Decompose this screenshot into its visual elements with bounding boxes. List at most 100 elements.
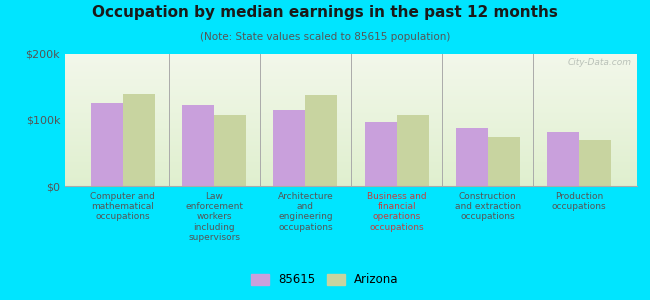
Bar	[65, 113, 637, 115]
Bar	[65, 120, 637, 121]
Bar	[65, 71, 637, 73]
Bar	[65, 179, 637, 181]
Bar	[65, 149, 637, 150]
Bar	[65, 127, 637, 128]
Bar	[65, 176, 637, 177]
Bar	[65, 67, 637, 68]
Bar	[65, 156, 637, 157]
Bar	[123, 94, 155, 186]
Legend: 85615, Arizona: 85615, Arizona	[246, 269, 404, 291]
Bar	[65, 62, 637, 63]
Bar	[65, 154, 637, 156]
Bar	[65, 161, 637, 162]
Bar	[65, 73, 637, 74]
Bar	[65, 70, 637, 71]
Bar	[65, 182, 637, 183]
Bar	[65, 55, 637, 57]
Bar	[65, 167, 637, 169]
Bar	[65, 108, 637, 110]
Bar	[65, 116, 637, 117]
Bar	[65, 123, 637, 124]
Bar	[65, 169, 637, 170]
Bar	[65, 83, 637, 84]
Bar	[65, 137, 637, 139]
Bar	[65, 164, 637, 165]
Bar	[65, 87, 637, 88]
Bar	[65, 157, 637, 158]
Bar	[65, 117, 637, 119]
Bar	[65, 58, 637, 59]
Bar	[65, 106, 637, 107]
Bar	[65, 91, 637, 92]
Bar	[365, 122, 396, 186]
Bar	[65, 181, 637, 182]
Bar	[65, 75, 637, 76]
Bar	[65, 78, 637, 79]
Bar	[65, 141, 637, 142]
Bar	[65, 100, 637, 101]
Bar	[65, 174, 637, 176]
Bar	[65, 170, 637, 172]
Bar	[65, 136, 637, 137]
Bar	[396, 116, 428, 186]
Bar	[456, 128, 488, 186]
Text: Occupation by median earnings in the past 12 months: Occupation by median earnings in the pas…	[92, 4, 558, 20]
Bar	[65, 158, 637, 160]
Bar	[65, 112, 637, 113]
Bar	[65, 133, 637, 134]
Bar	[65, 101, 637, 103]
Bar	[547, 132, 579, 186]
Bar	[65, 68, 637, 70]
Bar	[214, 116, 246, 186]
Bar	[579, 140, 611, 186]
Text: City-Data.com: City-Data.com	[567, 58, 631, 67]
Bar	[65, 128, 637, 129]
Bar	[65, 121, 637, 123]
Bar	[65, 129, 637, 130]
Bar	[65, 165, 637, 166]
Bar	[65, 173, 637, 174]
Bar	[274, 110, 305, 186]
Bar	[65, 178, 637, 179]
Bar	[65, 79, 637, 80]
Bar	[65, 140, 637, 141]
Bar	[65, 82, 637, 83]
Bar	[488, 136, 520, 186]
Bar	[65, 177, 637, 178]
Bar	[65, 132, 637, 133]
Bar	[65, 96, 637, 98]
Bar	[65, 63, 637, 64]
Bar	[65, 145, 637, 146]
Bar	[65, 142, 637, 144]
Bar	[65, 64, 637, 66]
Bar	[65, 103, 637, 104]
Bar	[65, 134, 637, 136]
Bar	[65, 115, 637, 116]
Bar	[65, 54, 637, 55]
Bar	[65, 98, 637, 99]
Bar	[65, 61, 637, 62]
Bar	[65, 152, 637, 153]
Bar	[65, 124, 637, 125]
Bar	[65, 183, 637, 185]
Bar	[65, 160, 637, 161]
Bar	[65, 185, 637, 186]
Text: (Note: State values scaled to 85615 population): (Note: State values scaled to 85615 popu…	[200, 32, 450, 41]
Bar	[65, 57, 637, 58]
Bar	[65, 111, 637, 112]
Bar	[65, 86, 637, 87]
Bar	[65, 76, 637, 78]
Bar	[65, 172, 637, 173]
Bar	[65, 104, 637, 106]
Bar	[65, 92, 637, 94]
Bar	[65, 150, 637, 152]
Bar	[65, 94, 637, 95]
Bar	[65, 88, 637, 90]
Bar	[65, 107, 637, 108]
Bar	[65, 90, 637, 91]
Bar	[65, 166, 637, 167]
Bar	[306, 95, 337, 186]
Bar	[65, 162, 637, 164]
Bar	[65, 148, 637, 149]
Bar	[65, 66, 637, 67]
